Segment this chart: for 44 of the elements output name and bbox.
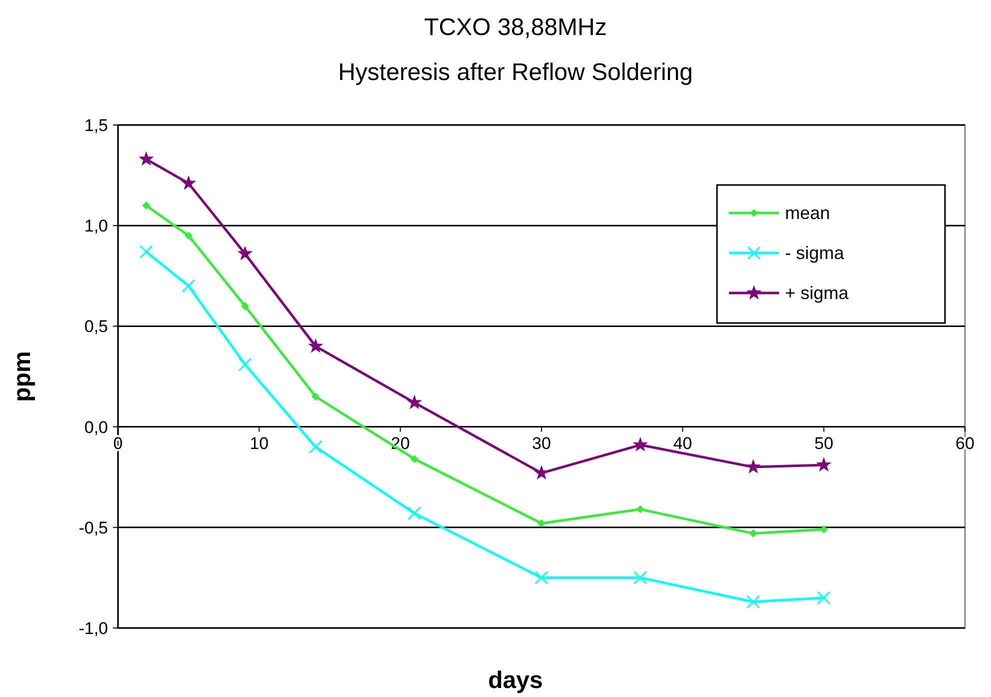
- point: [632, 436, 648, 452]
- chart-subtitle: Hysteresis after Reflow Soldering: [338, 59, 693, 86]
- point: [636, 505, 644, 514]
- point: [746, 595, 760, 609]
- point: [237, 246, 253, 260]
- point: [817, 591, 831, 605]
- legend-label: mean: [785, 203, 830, 223]
- point: [184, 232, 193, 240]
- point: [312, 392, 320, 401]
- point: [816, 457, 832, 472]
- x-tick-label: 30: [532, 434, 551, 453]
- point: [538, 519, 546, 528]
- point: [746, 459, 761, 474]
- point: [139, 245, 153, 259]
- point: [820, 525, 828, 534]
- point: [408, 506, 422, 520]
- x-tick-label: 40: [673, 434, 692, 453]
- point: [238, 358, 252, 372]
- y-tick-label: -1,0: [78, 619, 108, 638]
- chart-title: TCXO 38,88MHz: [424, 14, 607, 41]
- x-tick-label: 50: [814, 434, 834, 453]
- point: [180, 175, 196, 190]
- x-axis-title: days: [488, 667, 543, 694]
- y-tick-label: 1,0: [84, 216, 108, 236]
- point: [182, 279, 196, 293]
- y-tick-label: 0,0: [84, 418, 108, 437]
- y-axis-title: ppm: [9, 351, 36, 402]
- point: [406, 394, 422, 410]
- legend-label: + sigma: [785, 283, 850, 303]
- point: [534, 570, 548, 584]
- y-tick-label: -0,5: [78, 518, 108, 538]
- point: [142, 201, 150, 210]
- legend-label: - sigma: [785, 243, 845, 263]
- point: [138, 151, 154, 166]
- point: [308, 338, 324, 353]
- y-tick-label: 0,5: [84, 317, 108, 336]
- x-tick-label: 10: [250, 434, 269, 453]
- point: [410, 454, 418, 463]
- y-tick-label: 1,5: [84, 116, 108, 135]
- point: [749, 529, 758, 538]
- x-tick-label: 60: [956, 434, 974, 453]
- point: [241, 302, 250, 310]
- point: [634, 570, 648, 584]
- point: [308, 440, 322, 454]
